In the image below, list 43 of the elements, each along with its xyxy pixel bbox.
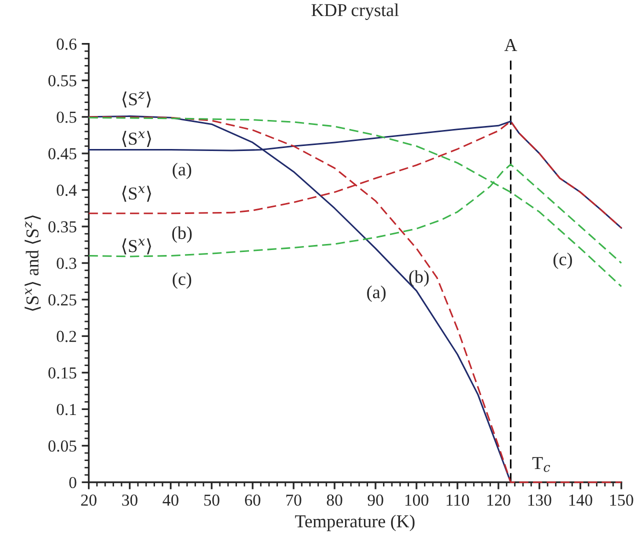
x-tick-label: 100 (405, 494, 428, 506)
y-tick-label: 0.05 (48, 440, 76, 452)
line-series (88, 116, 622, 288)
x-tick-label: 80 (326, 494, 342, 506)
annotation: (c) (554, 252, 572, 270)
annotation: ⟨S$^{x}$⟩ (122, 130, 151, 147)
annotation: (a) (172, 162, 192, 180)
y-tick-label: 0.15 (48, 367, 76, 379)
x-tick-label: 40 (162, 494, 178, 506)
x-tick-label: 130 (528, 494, 552, 506)
y-tick-label: 0.5 (56, 112, 76, 123)
y-tick-label: 0.2 (56, 330, 76, 342)
x-axis-title: Temperature (K) (295, 514, 415, 532)
y-tick-label: 0.35 (48, 221, 76, 233)
x-tick-label: 90 (368, 494, 384, 506)
x-tick-label: 120 (487, 494, 510, 506)
annotation: ⟨S$^{z}$⟩ (122, 91, 151, 108)
x-tick-label: 50 (204, 494, 220, 506)
annotation: T$_{c}$ (532, 457, 550, 472)
x-tick-label: 30 (122, 494, 138, 506)
x-tick-label: 20 (81, 494, 96, 506)
y-tick-label: 0.45 (48, 148, 76, 160)
annotation: ⟨S$^{x}$⟩ (122, 238, 151, 254)
annotation: (c) (172, 272, 192, 289)
annotation: (b) (172, 226, 192, 243)
y-tick-label: 0.25 (48, 294, 76, 306)
y-tick-label: 0.4 (56, 184, 77, 196)
y-tick-label: 0.1 (56, 404, 76, 416)
ref-line-label: A (504, 39, 518, 51)
y-tick-label: 0.6 (56, 38, 76, 50)
x-tick-label: 140 (569, 494, 592, 506)
y-tick-label: 0.55 (48, 75, 76, 86)
annotation: (b) (409, 270, 429, 287)
x-tick-label: 150 (610, 494, 634, 506)
y-axis-title: ⟨S$^{x}$⟩ and ⟨S$^{z}$⟩ (24, 216, 41, 311)
x-tick-label: 110 (446, 494, 470, 506)
x-tick-label: 60 (245, 494, 260, 506)
chart-title: KDP crystal (312, 4, 399, 20)
annotation: (a) (367, 286, 386, 302)
y-tick-label: 0 (69, 476, 76, 488)
y-tick-label: 0.3 (56, 258, 76, 270)
annotation: ⟨S$^{x}$⟩ (122, 186, 151, 202)
x-tick-label: 70 (286, 494, 302, 506)
